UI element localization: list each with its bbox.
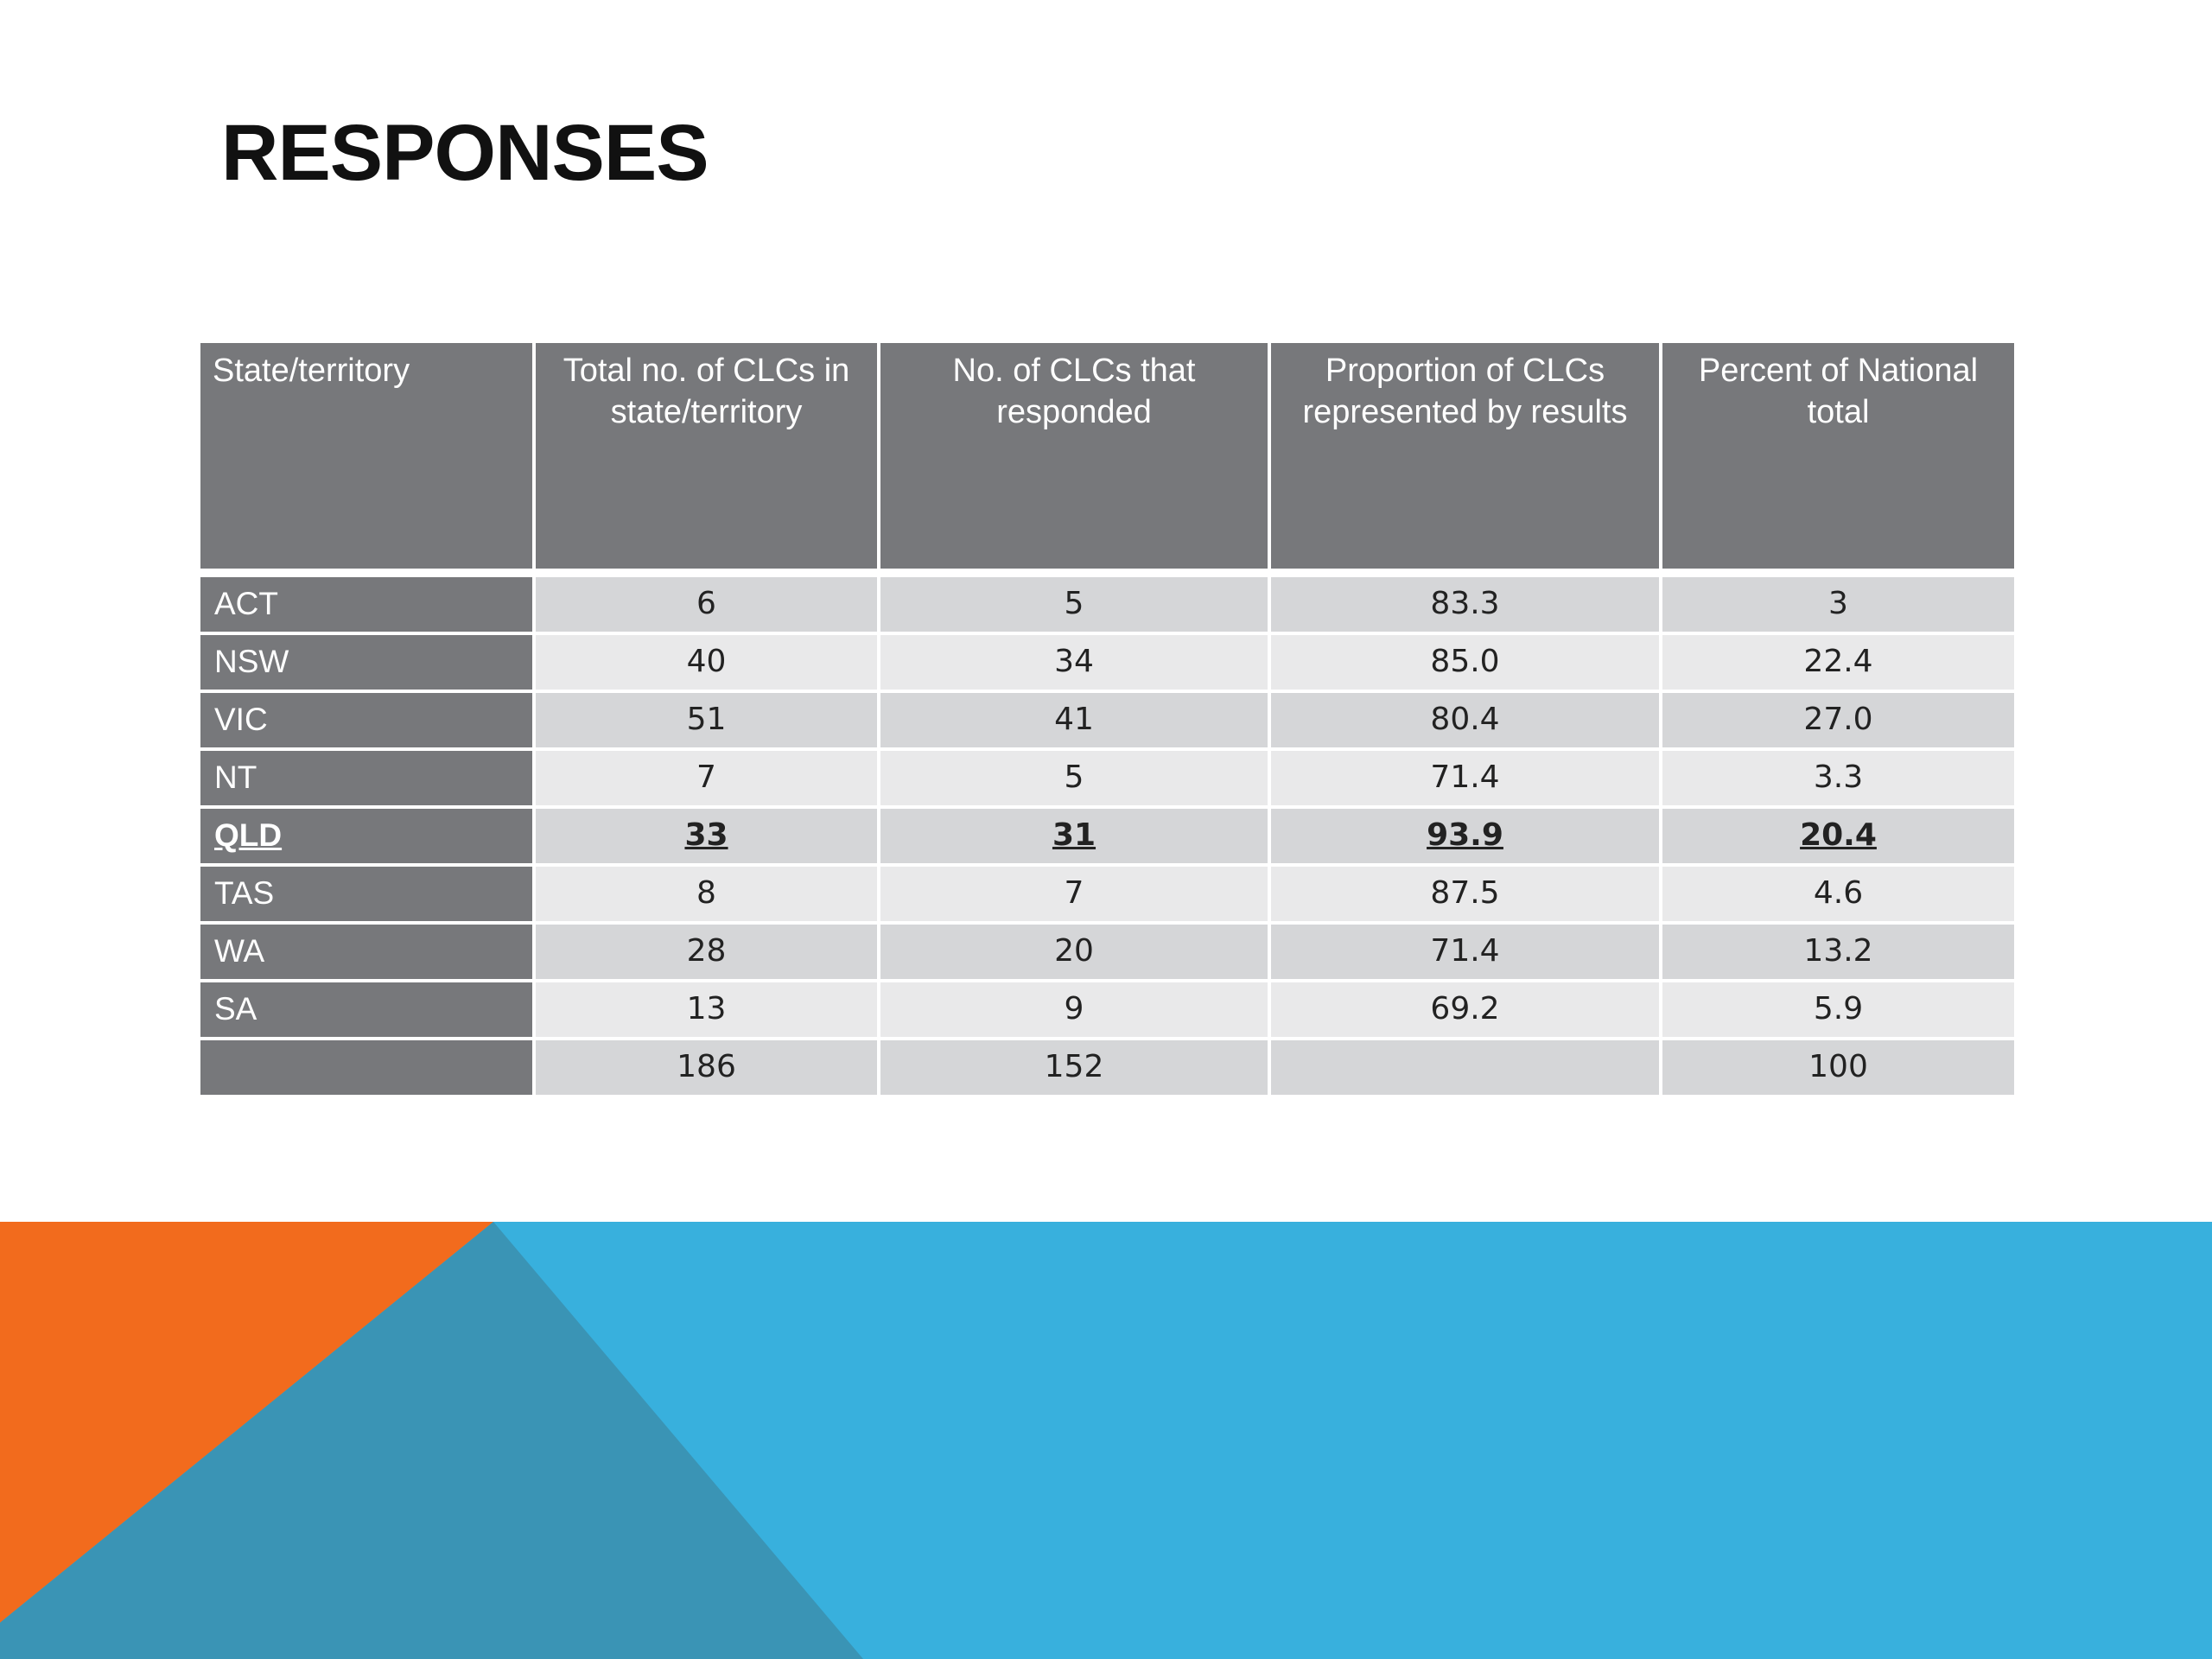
header-cell: No. of CLCs that responded bbox=[880, 343, 1268, 569]
table-cell: 93.9 bbox=[1271, 809, 1659, 863]
table-cell: 51 bbox=[536, 693, 877, 747]
table-cell: 5 bbox=[880, 751, 1268, 805]
table-cell: 87.5 bbox=[1271, 867, 1659, 921]
table-cell: 6 bbox=[536, 577, 877, 632]
table-cell: 22.4 bbox=[1662, 635, 2014, 690]
table-cell: 69.2 bbox=[1271, 982, 1659, 1037]
table-cell bbox=[1271, 1040, 1659, 1095]
decoration bbox=[0, 1222, 2212, 1659]
table-cell bbox=[200, 1040, 532, 1095]
table-cell: 186 bbox=[536, 1040, 877, 1095]
table-cell: 80.4 bbox=[1271, 693, 1659, 747]
table-cell: 33 bbox=[536, 809, 877, 863]
table-cell: 13.2 bbox=[1662, 925, 2014, 979]
table-cell: 9 bbox=[880, 982, 1268, 1037]
header-cell: State/territory bbox=[200, 343, 532, 569]
table-cell: 3.3 bbox=[1662, 751, 2014, 805]
table-cell: 83.3 bbox=[1271, 577, 1659, 632]
table-cell: 7 bbox=[536, 751, 877, 805]
table-cell: QLD bbox=[200, 809, 532, 863]
table-cell: NT bbox=[200, 751, 532, 805]
table-cell: VIC bbox=[200, 693, 532, 747]
header-cell: Total no. of CLCs in state/territory bbox=[536, 343, 877, 569]
table-cell: 20.4 bbox=[1662, 809, 2014, 863]
header-cell: Percent of National total bbox=[1662, 343, 2014, 569]
table-cell: 71.4 bbox=[1271, 751, 1659, 805]
header-cell: Proportion of CLCs represented by result… bbox=[1271, 343, 1659, 569]
table-cell: NSW bbox=[200, 635, 532, 690]
table-cell: 20 bbox=[880, 925, 1268, 979]
table-cell: TAS bbox=[200, 867, 532, 921]
table-cell: 100 bbox=[1662, 1040, 2014, 1095]
table-cell: 28 bbox=[536, 925, 877, 979]
table-cell: 40 bbox=[536, 635, 877, 690]
table-cell: 3 bbox=[1662, 577, 2014, 632]
table-cell: 7 bbox=[880, 867, 1268, 921]
table-cell: 27.0 bbox=[1662, 693, 2014, 747]
teal-triangle bbox=[0, 1222, 863, 1659]
table-cell: WA bbox=[200, 925, 532, 979]
table-cell: 5.9 bbox=[1662, 982, 2014, 1037]
table-cell: 34 bbox=[880, 635, 1268, 690]
table-cell: 85.0 bbox=[1271, 635, 1659, 690]
slide-title: RESPONSES bbox=[221, 109, 709, 197]
table-cell: 71.4 bbox=[1271, 925, 1659, 979]
table-cell: ACT bbox=[200, 577, 532, 632]
table-cell: 4.6 bbox=[1662, 867, 2014, 921]
table-cell: 41 bbox=[880, 693, 1268, 747]
table-cell: 31 bbox=[880, 809, 1268, 863]
table-cell: 5 bbox=[880, 577, 1268, 632]
table-cell: 152 bbox=[880, 1040, 1268, 1095]
table-cell: SA bbox=[200, 982, 532, 1037]
table-cell: 13 bbox=[536, 982, 877, 1037]
table-cell: 8 bbox=[536, 867, 877, 921]
table: State/territory Total no. of CLCs in stat… bbox=[200, 343, 2018, 1098]
